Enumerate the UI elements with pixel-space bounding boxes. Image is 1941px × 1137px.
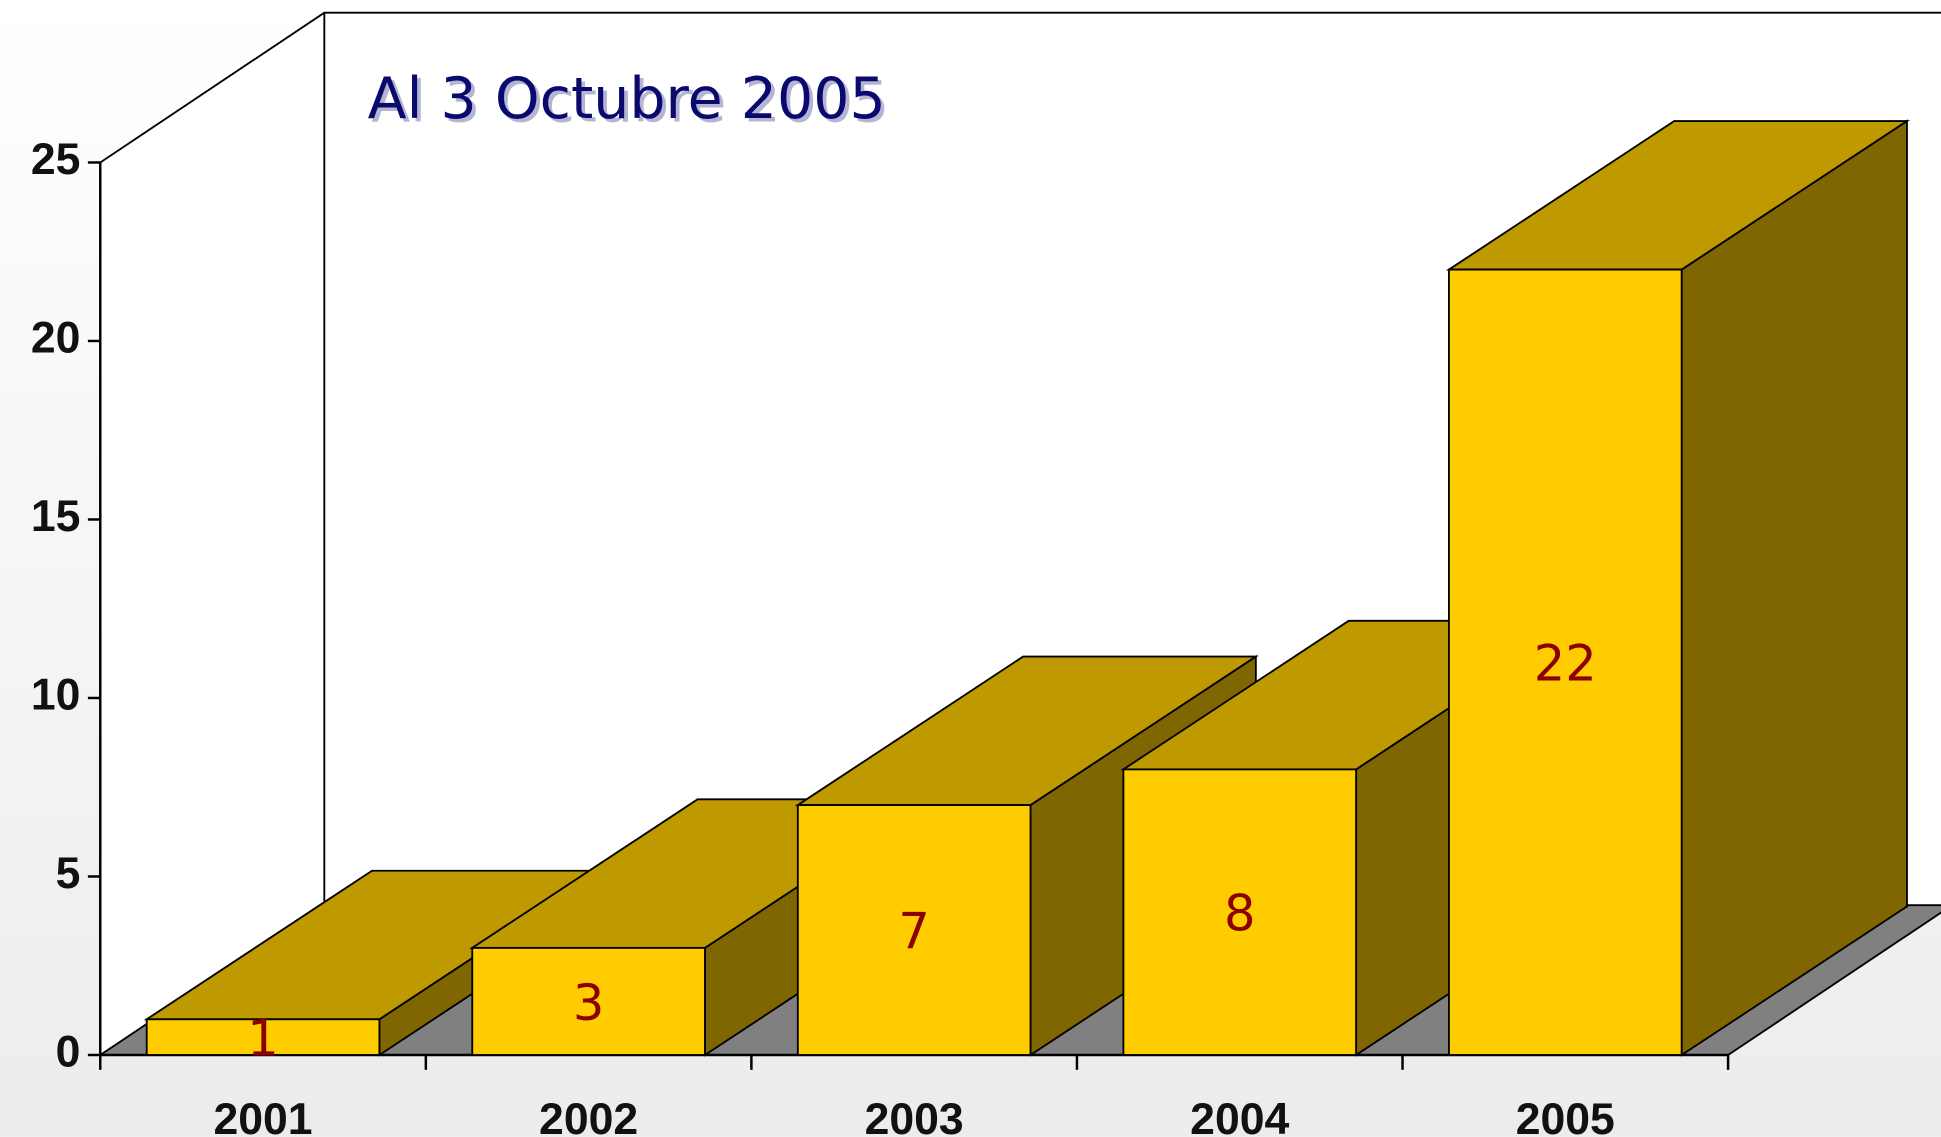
data-label: 22: [1534, 635, 1597, 693]
data-label: 7: [898, 902, 930, 960]
bar-side: [1680, 119, 1908, 1057]
data-label: 1: [247, 1010, 278, 1068]
bar: [145, 1018, 381, 1056]
bar: [796, 804, 1032, 1056]
bar: [471, 946, 706, 1056]
x-tick-label: 2004: [1190, 1095, 1289, 1137]
bar: [1122, 768, 1358, 1056]
y-tick-label: 20: [31, 314, 81, 363]
x-tick-label: 2001: [213, 1095, 312, 1137]
y-tick-label: 15: [31, 492, 81, 541]
y-tick-label: 0: [56, 1028, 81, 1077]
x-tick-label: 2003: [865, 1095, 964, 1137]
side-wall: [100, 12, 325, 1055]
bar: [1448, 268, 1683, 1056]
y-tick-label: 5: [56, 849, 81, 898]
data-label: 8: [1224, 885, 1256, 943]
y-tick-label: 25: [31, 135, 81, 184]
x-tick-label: 2005: [1516, 1095, 1615, 1137]
chart-title-shadow: Al 3 Octubre 2005: [371, 70, 889, 136]
y-tick-label: 10: [31, 671, 81, 720]
x-tick-label: 2002: [539, 1095, 638, 1137]
chart-title: Al 3 Octubre 2005: [368, 66, 886, 132]
data-label: 3: [573, 974, 605, 1032]
